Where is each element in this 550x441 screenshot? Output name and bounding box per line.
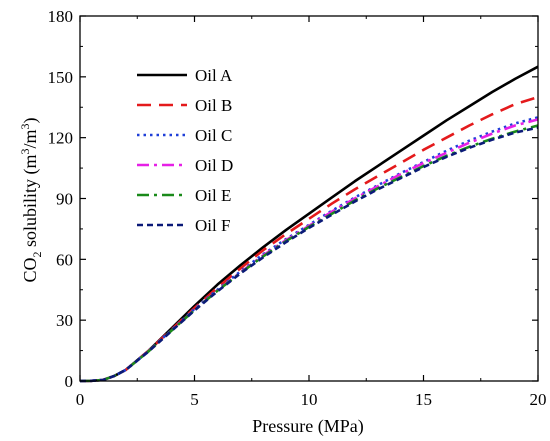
plot-frame xyxy=(79,15,539,382)
plot-area xyxy=(79,65,539,383)
legend-label: Oil A xyxy=(195,66,233,85)
legend-label: Oil F xyxy=(195,216,230,235)
legend: Oil A Oil B Oil C Oil D Oil E Oil F xyxy=(137,66,233,235)
legend-label: Oil C xyxy=(195,126,232,145)
y-tick-label: 0 xyxy=(65,372,74,391)
y-tick-label: 60 xyxy=(56,250,73,269)
series-line-oil-d xyxy=(79,118,539,383)
y-axis-title: CO2 solubility (m3/m3) xyxy=(18,117,44,282)
legend-label: Oil B xyxy=(195,96,232,115)
x-tick-label: 5 xyxy=(190,390,199,409)
x-tick-label: 15 xyxy=(415,390,432,409)
y-tick-label: 150 xyxy=(48,68,74,87)
series-line-oil-c xyxy=(79,116,539,383)
axes: 0 5 10 15 20 0 30 60 90 120 150 180 xyxy=(48,7,547,409)
x-axis-title: Pressure (MPa) xyxy=(252,416,363,437)
x-tick-label: 10 xyxy=(301,390,318,409)
y-tick-label: 30 xyxy=(56,311,73,330)
series-line-oil-f xyxy=(79,126,539,383)
y-tick-label: 180 xyxy=(48,7,74,26)
x-tick-label: 20 xyxy=(530,390,547,409)
x-tick-label: 0 xyxy=(76,390,85,409)
y-tick-label: 120 xyxy=(48,129,74,148)
legend-label: Oil D xyxy=(195,156,233,175)
legend-label: Oil E xyxy=(195,186,231,205)
y-tick-label: 90 xyxy=(56,190,73,209)
